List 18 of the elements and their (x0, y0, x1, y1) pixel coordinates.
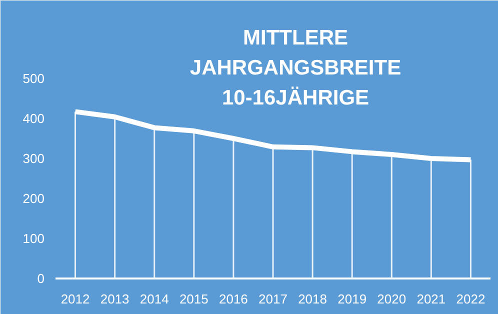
text: MITTLERE JAHRGANGSBREITE 10-16JÄHRIGE (190, 26, 402, 110)
x-tick-label: 2015 (179, 292, 208, 306)
y-tick-label: 100 (22, 231, 45, 246)
x-tick-label: 2021 (416, 292, 446, 306)
x-tick-label: 2022 (456, 292, 486, 306)
x-tick-label: 2013 (100, 292, 130, 306)
x-tick-label: 2014 (140, 292, 169, 306)
x-tick-label: 2020 (377, 292, 406, 306)
y-tick-label: 500 (22, 71, 45, 86)
y-tick-label: 200 (22, 191, 45, 206)
x-tick-label: 2018 (298, 292, 328, 306)
x-tick-label: 2016 (218, 292, 248, 306)
y-tick-label: 0 (37, 271, 45, 286)
x-tick-label: 2017 (258, 292, 288, 306)
y-tick-label: 300 (22, 151, 45, 166)
y-tick-label: 400 (22, 111, 45, 126)
x-tick-label: 2019 (338, 292, 367, 306)
x-tick-label: 2012 (60, 292, 90, 306)
